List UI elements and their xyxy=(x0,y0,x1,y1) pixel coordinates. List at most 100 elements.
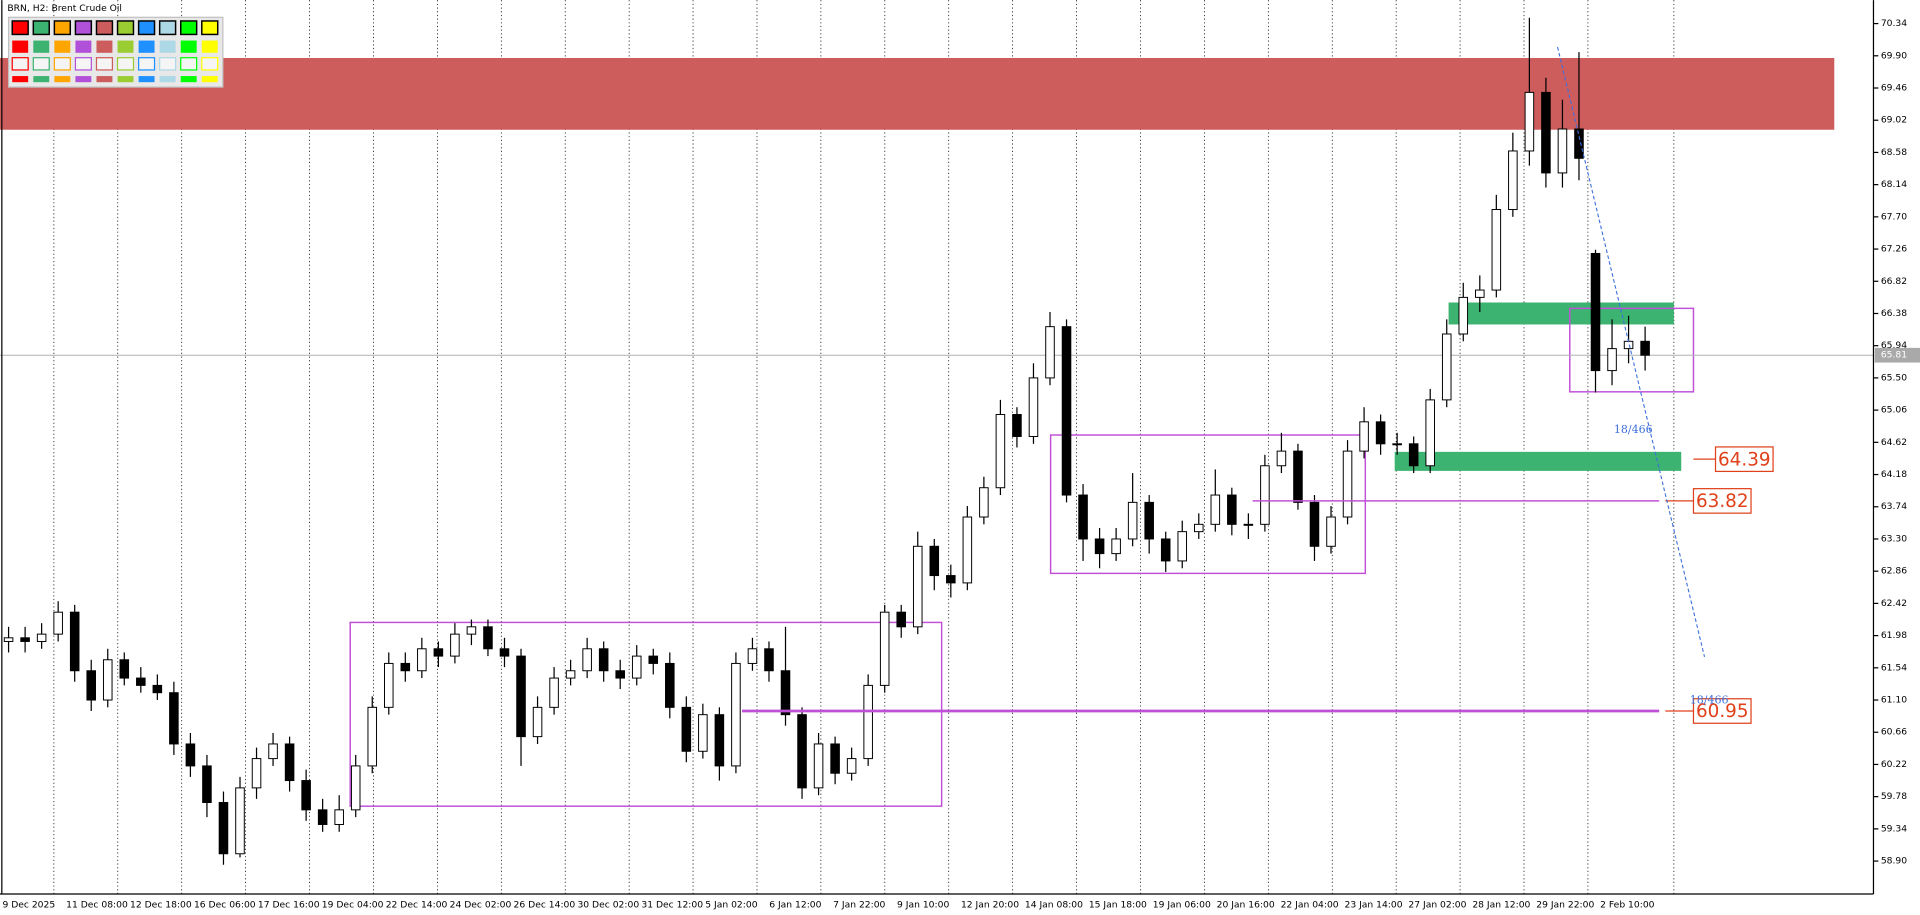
candle-body xyxy=(3,637,14,642)
candle-body xyxy=(1590,252,1601,372)
palette-swatch[interactable] xyxy=(95,20,114,36)
palette-swatch[interactable] xyxy=(158,20,177,36)
y-tick-label: 61.98 xyxy=(1881,630,1907,641)
palette-swatch[interactable] xyxy=(53,57,71,71)
palette-swatch[interactable] xyxy=(96,76,113,83)
palette-swatch[interactable] xyxy=(116,57,135,71)
palette-swatch[interactable] xyxy=(33,40,50,53)
candle-body xyxy=(1441,333,1452,401)
candle-body xyxy=(1177,531,1188,562)
palette-swatch[interactable] xyxy=(159,76,176,83)
candle-body xyxy=(1508,150,1518,211)
level-label: 64.39 xyxy=(1718,449,1771,470)
candle-body xyxy=(1127,501,1138,540)
y-tick-label: 62.42 xyxy=(1881,598,1907,609)
palette-swatch[interactable] xyxy=(12,76,29,83)
range-box xyxy=(1569,307,1695,393)
candle-body xyxy=(1276,450,1287,467)
palette-swatch[interactable] xyxy=(11,20,29,36)
candle-body xyxy=(631,655,642,679)
x-tick-label: 22 Jan 04:00 xyxy=(1281,900,1339,911)
x-tick-label: 17 Dec 16:00 xyxy=(258,900,320,911)
zone xyxy=(1448,302,1674,325)
palette-swatch[interactable] xyxy=(159,40,176,53)
level-label: 60.95 xyxy=(1696,701,1749,722)
candle-body xyxy=(1326,516,1336,547)
y-tick-label: 63.74 xyxy=(1881,501,1907,512)
palette-swatch[interactable] xyxy=(74,20,93,36)
candle-body xyxy=(119,659,130,679)
palette-swatch[interactable] xyxy=(201,20,219,36)
candle-body xyxy=(499,648,510,657)
candle-body xyxy=(830,743,840,774)
palette-swatch[interactable] xyxy=(180,57,198,71)
palette-swatch[interactable] xyxy=(12,40,29,53)
palette-swatch[interactable] xyxy=(11,57,29,71)
palette-swatch[interactable] xyxy=(180,40,197,53)
palette-swatch[interactable] xyxy=(201,40,218,53)
y-tick-label: 60.66 xyxy=(1881,727,1907,738)
candle-body xyxy=(1028,377,1039,437)
palette-swatch[interactable] xyxy=(137,57,156,71)
candle-body xyxy=(1607,348,1617,372)
palette-swatch[interactable] xyxy=(32,57,50,71)
x-tick-label: 14 Jan 08:00 xyxy=(1025,900,1083,911)
y-tick-label: 69.90 xyxy=(1881,50,1907,61)
candle-body xyxy=(946,575,956,584)
x-tick-label: 12 Jan 20:00 xyxy=(961,900,1019,911)
x-tick-label: 6 Jan 12:00 xyxy=(769,900,821,911)
candle-body xyxy=(367,706,378,767)
candle-body xyxy=(268,743,278,760)
y-tick-label: 59.78 xyxy=(1881,791,1907,802)
candle-body xyxy=(466,626,477,635)
x-tick-label: 23 Jan 14:00 xyxy=(1344,900,1402,911)
palette-swatch[interactable] xyxy=(33,76,50,83)
palette-swatch[interactable] xyxy=(116,20,135,36)
palette-swatch[interactable] xyxy=(32,20,50,36)
palette-swatch[interactable] xyxy=(75,40,92,53)
candle-body xyxy=(1392,443,1402,446)
palette-swatch[interactable] xyxy=(74,57,92,71)
y-tick-label: 65.06 xyxy=(1881,405,1907,416)
palette-swatch[interactable] xyxy=(138,76,155,83)
candle-body xyxy=(648,655,659,664)
x-tick-label: 19 Dec 04:00 xyxy=(322,900,384,911)
palette-swatch[interactable] xyxy=(180,76,197,83)
candle-body xyxy=(1144,501,1154,540)
candle-body xyxy=(1293,450,1303,503)
palette-swatch[interactable] xyxy=(180,20,198,36)
candle-body xyxy=(764,648,774,672)
candle-body xyxy=(202,765,212,804)
palette-swatch[interactable] xyxy=(137,20,156,36)
palette[interactable] xyxy=(7,16,224,88)
candle-body xyxy=(681,706,692,752)
candle-body xyxy=(665,662,675,708)
palette-swatch[interactable] xyxy=(117,40,134,53)
palette-swatch[interactable] xyxy=(54,76,71,83)
palette-swatch[interactable] xyxy=(53,20,72,36)
x-tick-label: 9 Dec 2025 xyxy=(2,900,55,911)
palette-swatch[interactable] xyxy=(159,57,177,71)
palette-swatch[interactable] xyxy=(96,40,113,53)
palette-swatch[interactable] xyxy=(138,40,155,53)
palette-swatch[interactable] xyxy=(54,40,71,53)
palette-swatch[interactable] xyxy=(117,76,134,83)
candle-body xyxy=(846,758,857,774)
candle-body xyxy=(1045,326,1055,379)
candle-body xyxy=(1623,340,1634,350)
palette-swatch[interactable] xyxy=(75,76,92,83)
palette-swatch[interactable] xyxy=(95,57,114,71)
candle-body xyxy=(1458,296,1469,335)
candle-body xyxy=(582,648,592,672)
palette-swatch[interactable] xyxy=(201,57,219,71)
y-tick-label: 67.70 xyxy=(1881,211,1907,222)
candle-body xyxy=(483,626,493,650)
y-tick-label: 60.22 xyxy=(1881,759,1907,770)
candle-body xyxy=(350,765,361,811)
candle-body xyxy=(1243,523,1254,526)
palette-swatch[interactable] xyxy=(201,76,218,83)
y-tick-label: 67.26 xyxy=(1881,244,1907,255)
x-tick-label: 27 Jan 02:00 xyxy=(1408,900,1466,911)
